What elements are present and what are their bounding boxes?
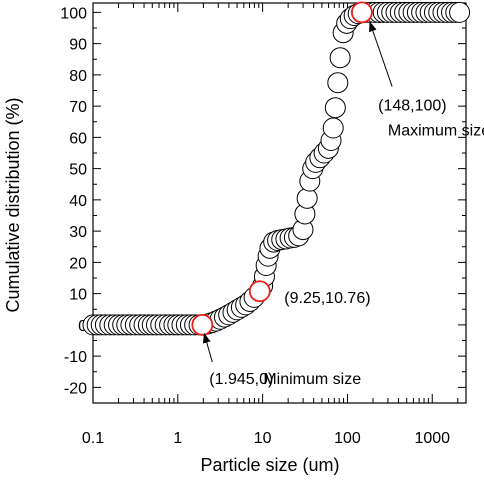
y-tick-label: 50 bbox=[69, 162, 87, 179]
y-tick-label: -10 bbox=[64, 349, 87, 366]
x-axis-title: Particle size (um) bbox=[200, 455, 339, 475]
highlighted-points bbox=[191, 1, 373, 336]
mid-point-label: (9.25,10.76) bbox=[284, 290, 370, 307]
y-tick-label: 90 bbox=[69, 37, 87, 54]
x-tick-label: 100 bbox=[334, 430, 361, 447]
y-tick-label: 10 bbox=[69, 287, 87, 304]
min-size-label: Minimum size bbox=[263, 371, 361, 388]
data-point bbox=[327, 72, 349, 94]
y-tick-label: -20 bbox=[64, 380, 87, 397]
data-point bbox=[296, 187, 318, 209]
highlighted-data-point bbox=[350, 1, 373, 24]
annotation-arrow bbox=[369, 21, 393, 87]
highlighted-data-point bbox=[248, 280, 271, 303]
highlighted-data-point bbox=[191, 313, 214, 336]
y-tick-label: 60 bbox=[69, 130, 87, 147]
axis-tick-labels: -20 -10 0 10 20 30 40 50 60 70 80 90 100 0.1 1 10 100 100… bbox=[60, 5, 450, 447]
axis-ticks bbox=[92, 3, 466, 403]
data-point bbox=[449, 1, 471, 23]
max-size-label: Maximum size bbox=[388, 123, 484, 140]
data-point bbox=[324, 97, 346, 119]
data-point bbox=[322, 117, 344, 139]
plot-area-border bbox=[92, 2, 467, 404]
x-tick-label: 1000 bbox=[414, 430, 450, 447]
y-tick-label: 40 bbox=[69, 193, 87, 210]
max-point-label: (148,100) bbox=[378, 98, 447, 115]
x-tick-label: 10 bbox=[254, 430, 272, 447]
y-tick-label: 20 bbox=[69, 255, 87, 272]
y-tick-label: 70 bbox=[69, 99, 87, 116]
x-tick-label: 1 bbox=[173, 430, 182, 447]
y-tick-label: 80 bbox=[69, 68, 87, 85]
x-tick-label: 0.1 bbox=[82, 430, 104, 447]
data-point bbox=[329, 47, 351, 69]
y-tick-label: 100 bbox=[60, 5, 87, 22]
annotation-arrow bbox=[202, 332, 213, 363]
min-point-label: (1.945,0) bbox=[209, 371, 273, 388]
annotations: (1.945,0)Minimum size (9.25,10.76) (148,10… bbox=[202, 21, 484, 388]
y-tick-label: 0 bbox=[78, 318, 87, 335]
y-axis-title: Cumulative distribution (%) bbox=[3, 97, 23, 312]
plot-frame bbox=[92, 2, 467, 404]
data-points bbox=[82, 1, 471, 336]
y-tick-label: 30 bbox=[69, 224, 87, 241]
